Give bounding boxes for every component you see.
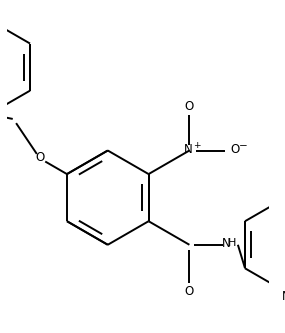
Text: −: − bbox=[239, 141, 248, 151]
Text: O: O bbox=[185, 285, 194, 298]
Text: N: N bbox=[221, 236, 230, 250]
Text: O: O bbox=[36, 151, 45, 164]
Text: O: O bbox=[230, 143, 239, 156]
Text: H: H bbox=[228, 238, 236, 248]
Text: O: O bbox=[185, 100, 194, 113]
Text: +: + bbox=[193, 141, 200, 150]
Text: N: N bbox=[282, 290, 285, 303]
Text: N: N bbox=[184, 143, 193, 156]
